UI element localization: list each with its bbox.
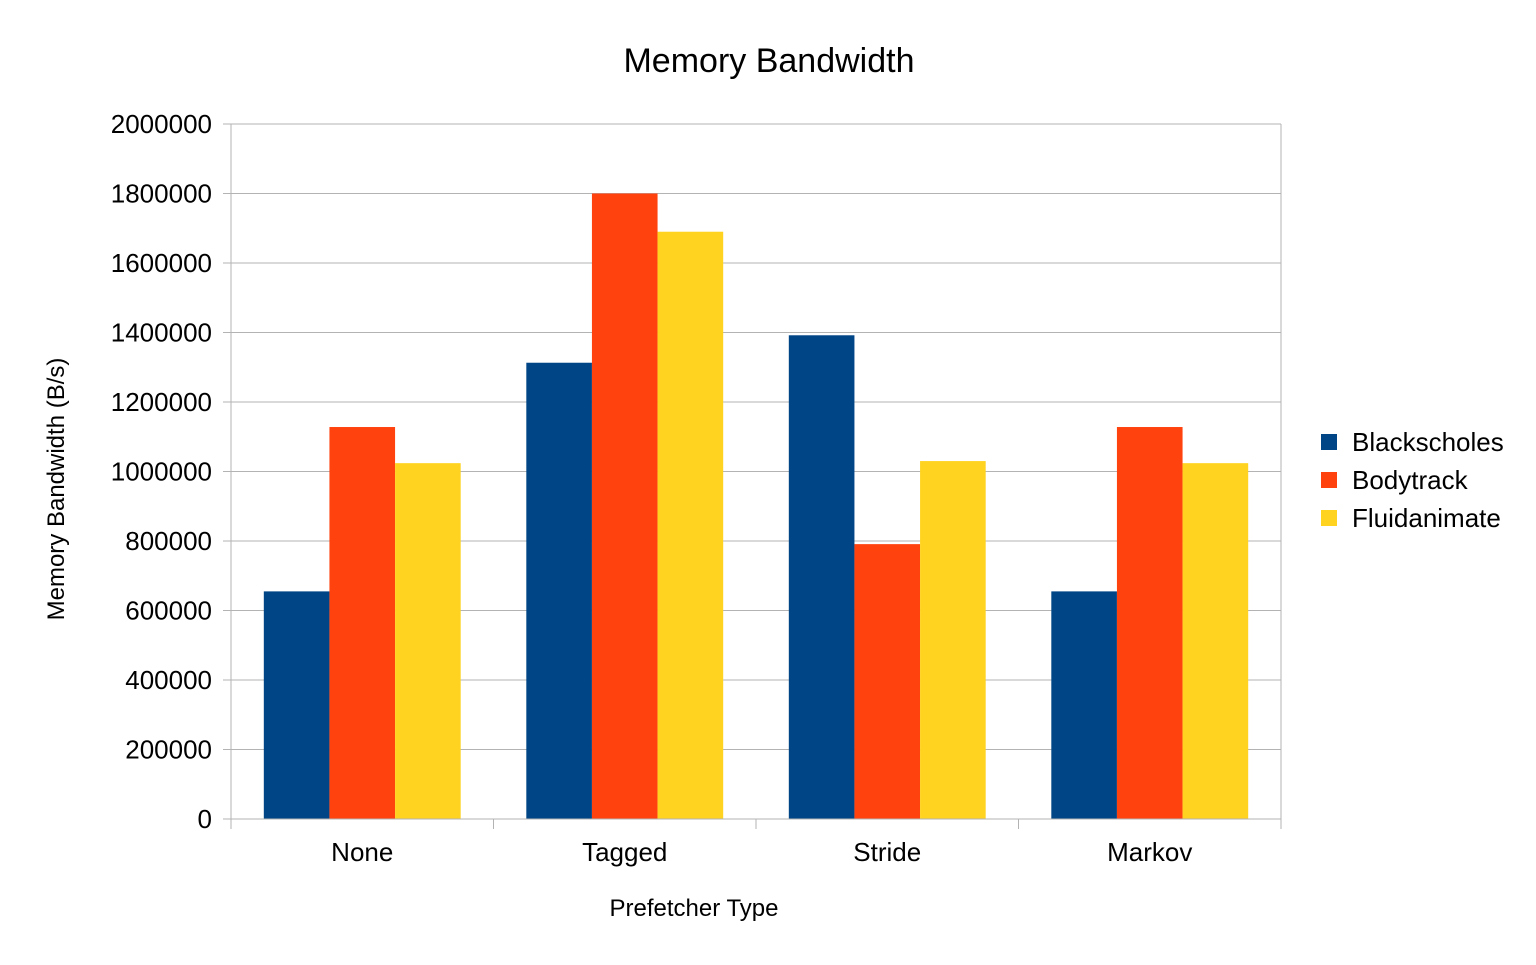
legend-label-blackscholes: Blackscholes	[1352, 427, 1504, 457]
bars-layer	[263, 193, 1249, 820]
bar-bodytrack-none	[329, 427, 396, 819]
y-tick-label: 800000	[125, 526, 212, 556]
bar-bodytrack-stride	[854, 544, 921, 819]
x-tick-label: Tagged	[582, 837, 667, 867]
y-tick-label: 400000	[125, 665, 212, 695]
y-tick-label: 600000	[125, 596, 212, 626]
y-tick-label: 1400000	[111, 318, 212, 348]
y-tick-label: 1000000	[111, 457, 212, 487]
legend-swatch-blackscholes	[1321, 434, 1337, 450]
y-axis-title: Memory Bandwidth (B/s)	[43, 358, 70, 621]
ticks-layer: 0 200000 400000 600000 800000 1000000 1200000 1…	[111, 109, 1282, 867]
x-axis-title: Prefetcher Type	[610, 895, 779, 922]
x-tick-label: None	[331, 837, 393, 867]
legend: Blackscholes Bodytrack Fluidanimate	[1321, 427, 1504, 533]
legend-label-fluidanimate: Fluidanimate	[1352, 503, 1501, 533]
bar-blackscholes-none	[263, 591, 330, 819]
y-tick-label: 200000	[125, 735, 212, 765]
bar-fluidanimate-stride	[920, 461, 986, 819]
x-tick-label: Markov	[1107, 837, 1192, 867]
legend-swatch-fluidanimate	[1321, 510, 1337, 526]
bar-bodytrack-tagged	[591, 193, 658, 819]
y-tick-label: 1800000	[111, 179, 212, 209]
bar-fluidanimate-markov	[1182, 463, 1249, 819]
y-tick-label: 1600000	[111, 248, 212, 278]
y-tick-label: 0	[198, 804, 212, 834]
y-tick-label: 1200000	[111, 387, 212, 417]
legend-swatch-bodytrack	[1321, 472, 1337, 488]
x-tick-label: Stride	[853, 837, 921, 867]
bar-bodytrack-markov	[1116, 427, 1183, 819]
y-tick-label: 2000000	[111, 109, 212, 139]
bar-blackscholes-markov	[1051, 591, 1117, 819]
bar-fluidanimate-none	[395, 463, 461, 819]
chart-title: Memory Bandwidth	[623, 42, 914, 80]
legend-label-bodytrack: Bodytrack	[1352, 465, 1469, 495]
bar-blackscholes-tagged	[526, 362, 592, 819]
bar-fluidanimate-tagged	[657, 231, 724, 820]
bar-blackscholes-stride	[788, 335, 855, 819]
